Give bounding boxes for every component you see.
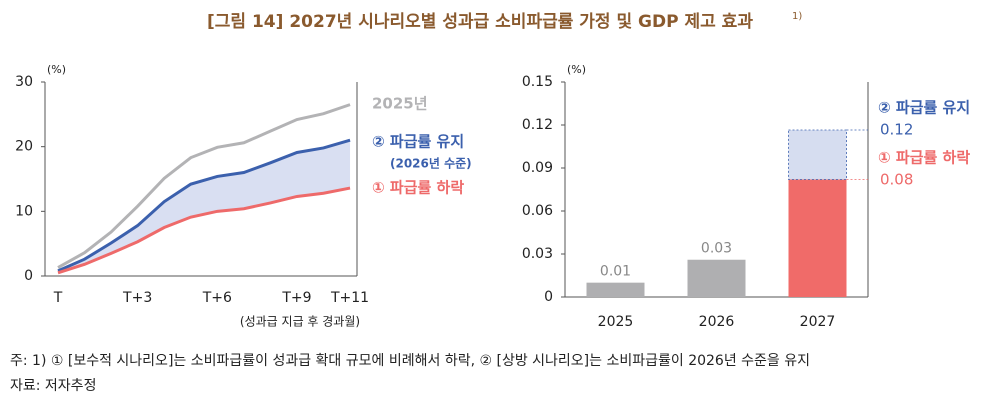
y-tick-label: 10 (15, 203, 33, 219)
bar (788, 179, 847, 297)
series-label: 2025년 (372, 95, 428, 113)
series-label: ② 파급률 유지 (372, 133, 464, 151)
bar (586, 282, 645, 297)
scenario-value: 0.12 (880, 121, 913, 139)
scenario-value: 0.08 (880, 171, 913, 189)
y-tick-label: 0.15 (522, 74, 553, 90)
y-tick-label: 0.03 (522, 246, 553, 262)
title-note: 1) (792, 11, 802, 22)
y-unit: (%) (567, 63, 586, 76)
x-tick-label: T+11 (330, 290, 369, 306)
annotation: (2026년 수준) (390, 157, 472, 171)
y-tick-label: 0.09 (522, 160, 553, 176)
band-area (58, 140, 351, 273)
y-tick-label: 0.06 (522, 203, 553, 219)
source: 자료: 저자추정 (10, 378, 96, 394)
bar (687, 259, 746, 297)
figure-title: [그림 14] 2027년 시나리오별 성과급 소비파급률 가정 및 GDP 제… (207, 12, 753, 32)
x-tick-label: T+6 (202, 290, 232, 306)
x-tick-label: 2025 (598, 314, 634, 330)
scenario-label: ① 파급률 하락 (878, 149, 970, 167)
y-unit: (%) (47, 63, 66, 76)
y-tick-label: 20 (15, 139, 33, 155)
x-tick-label: T+3 (122, 290, 152, 306)
value-label: 0.01 (600, 264, 631, 280)
series-label: ① 파급률 하락 (372, 179, 464, 197)
line (57, 103, 351, 269)
line (57, 138, 351, 273)
x-tick-label: 2027 (800, 314, 836, 330)
y-tick-label: 30 (15, 74, 33, 90)
y-tick-label: 0.12 (522, 117, 553, 133)
y-tick-label: 0 (24, 268, 33, 284)
line (57, 186, 351, 275)
value-label: 0.03 (701, 241, 732, 257)
y-tick-label: 0 (544, 289, 553, 305)
x-tick-label: T (53, 290, 63, 306)
x-tick-label: T+9 (281, 290, 311, 306)
scenario-label: ② 파급률 유지 (878, 99, 970, 117)
x-tick-label: 2026 (699, 314, 735, 330)
x-axis-label: (성과급 지급 후 경과월) (240, 315, 360, 329)
range-box (788, 129, 847, 180)
footnote: 주: 1) ① [보수적 시나리오]는 소비파급률이 성과급 확대 규모에 비례… (10, 353, 810, 369)
